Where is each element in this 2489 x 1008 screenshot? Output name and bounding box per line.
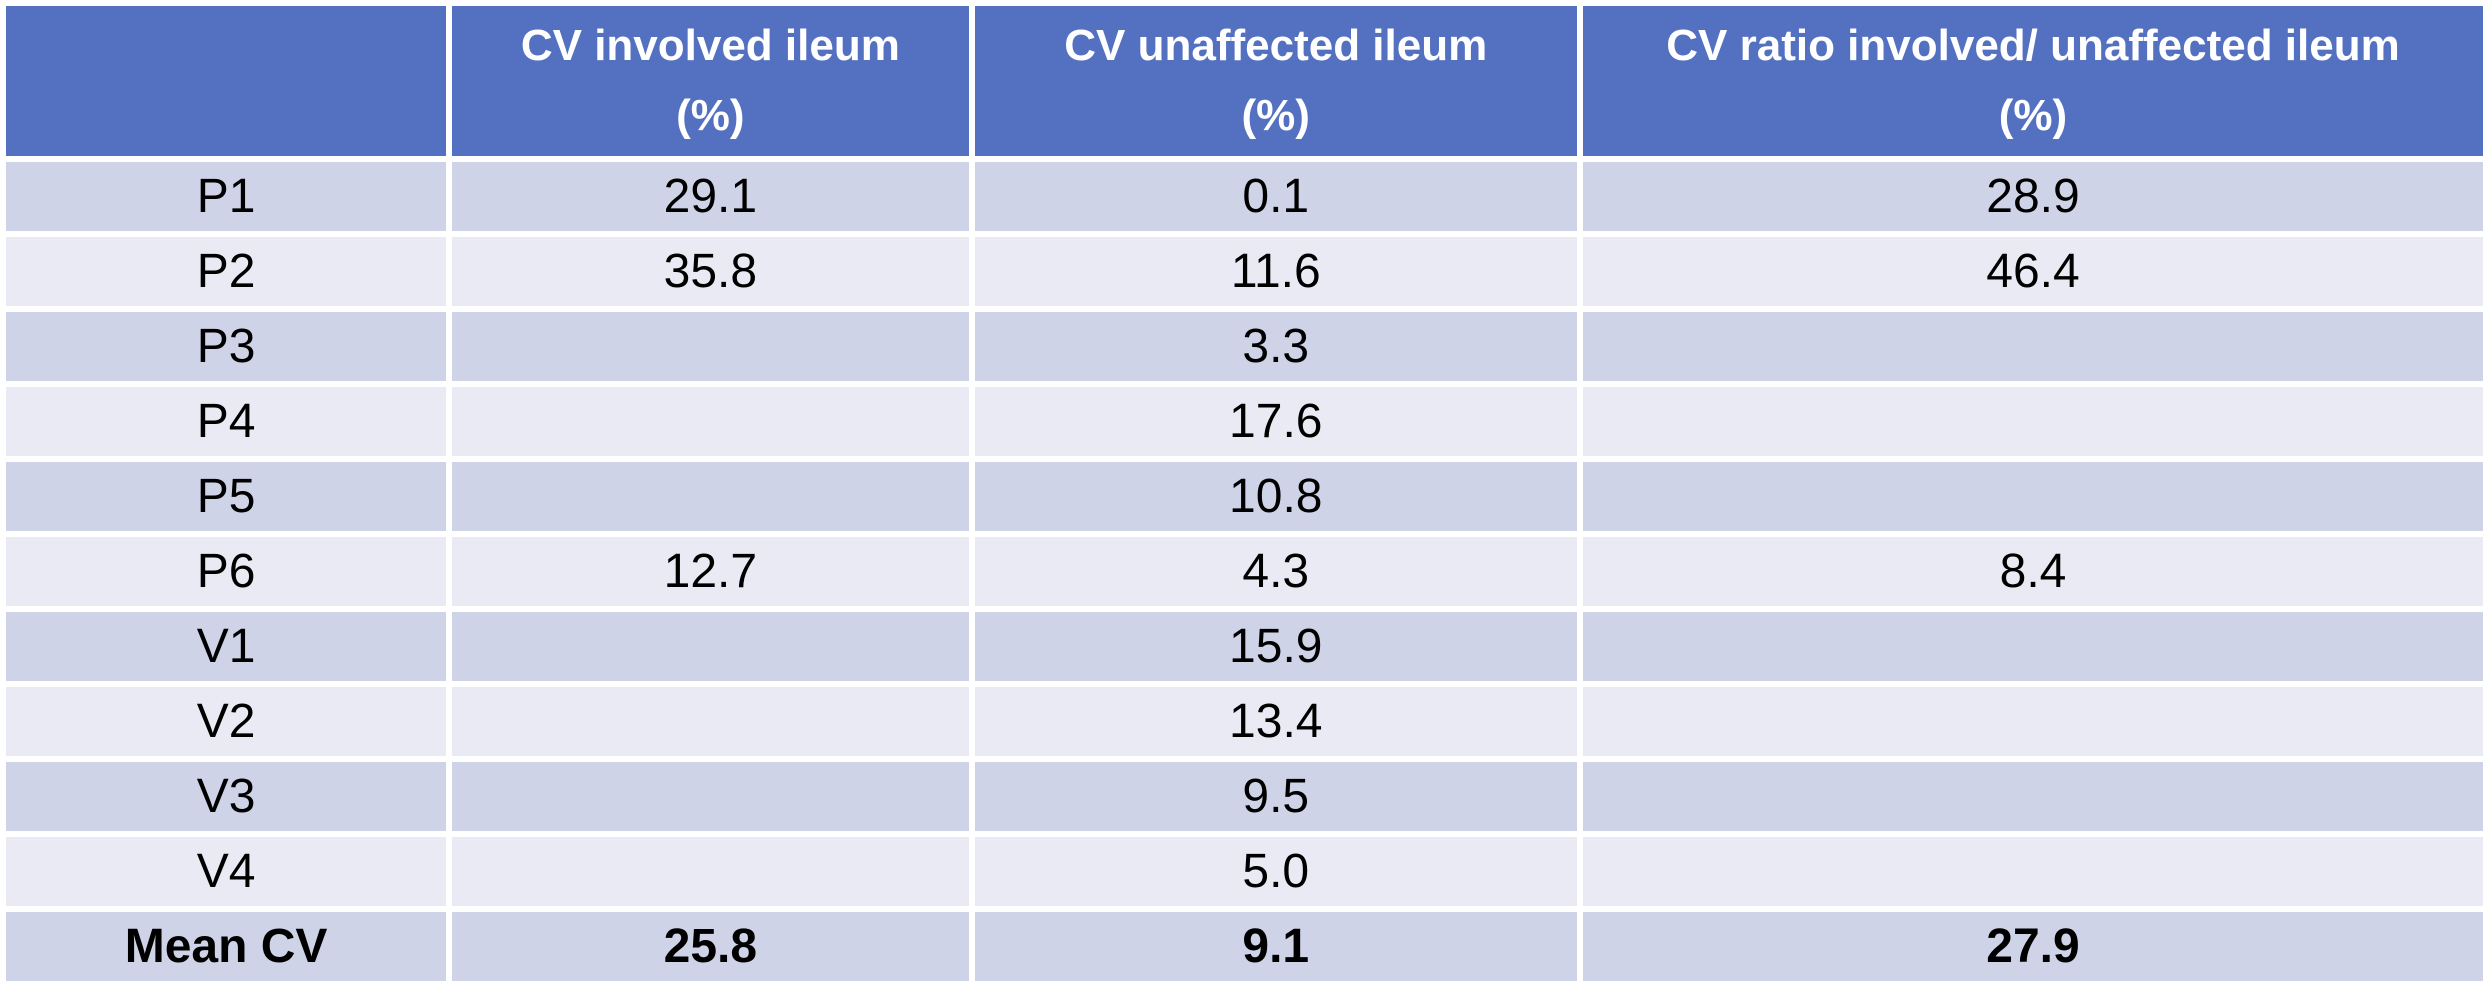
- cell-value: 9.1: [974, 912, 1577, 981]
- cell-value: [452, 612, 969, 681]
- row-label: V4: [6, 837, 447, 906]
- cell-value: 8.4: [1582, 537, 2483, 606]
- cell-value: 9.5: [974, 762, 1577, 831]
- row-label: P5: [6, 462, 447, 531]
- table-row-v4: V4 5.0: [6, 837, 2483, 906]
- row-label: V1: [6, 612, 447, 681]
- cell-value: [1582, 687, 2483, 756]
- header-line2: (%): [1998, 91, 2068, 140]
- row-label: P2: [6, 237, 447, 306]
- column-header-cv-involved: CV involved ileum (%): [452, 6, 969, 156]
- cell-value: 35.8: [452, 237, 969, 306]
- header-line1: CV unaffected ileum: [1064, 21, 1488, 70]
- cell-value: 46.4: [1582, 237, 2483, 306]
- cell-value: [452, 312, 969, 381]
- cell-value: 17.6: [974, 387, 1577, 456]
- table-row-v1: V1 15.9: [6, 612, 2483, 681]
- cv-data-table: CV involved ileum (%) CV unaffected ileu…: [6, 6, 2483, 981]
- row-label: P3: [6, 312, 447, 381]
- row-label: V3: [6, 762, 447, 831]
- cell-value: 4.3: [974, 537, 1577, 606]
- cell-value: [452, 762, 969, 831]
- table-row-v2: V2 13.4: [6, 687, 2483, 756]
- table-row-mean-cv: Mean CV 25.8 9.1 27.9: [6, 912, 2483, 981]
- cell-value: 0.1: [974, 162, 1577, 231]
- row-label: P4: [6, 387, 447, 456]
- header-line1: CV involved ileum: [520, 21, 900, 70]
- row-label: Mean CV: [6, 912, 447, 981]
- table-row-p3: P3 3.3: [6, 312, 2483, 381]
- table-row-p2: P2 35.8 11.6 46.4: [6, 237, 2483, 306]
- cell-value: 12.7: [452, 537, 969, 606]
- column-header-empty: [6, 6, 447, 156]
- cell-value: [452, 837, 969, 906]
- cell-value: 25.8: [452, 912, 969, 981]
- cell-value: 29.1: [452, 162, 969, 231]
- cell-value: 13.4: [974, 687, 1577, 756]
- table-header: CV involved ileum (%) CV unaffected ileu…: [6, 6, 2483, 156]
- table-row-p6: P6 12.7 4.3 8.4: [6, 537, 2483, 606]
- table-row-v3: V3 9.5: [6, 762, 2483, 831]
- column-header-cv-ratio: CV ratio involved/ unaffected ileum (%): [1582, 6, 2483, 156]
- cell-value: [1582, 837, 2483, 906]
- cell-value: 28.9: [1582, 162, 2483, 231]
- column-header-cv-unaffected: CV unaffected ileum (%): [974, 6, 1577, 156]
- header-line2: (%): [1241, 91, 1310, 140]
- row-label: P6: [6, 537, 447, 606]
- cell-value: 10.8: [974, 462, 1577, 531]
- cell-value: [452, 687, 969, 756]
- row-label: P1: [6, 162, 447, 231]
- table-row-p5: P5 10.8: [6, 462, 2483, 531]
- header-line1: CV ratio involved/ unaffected ileum: [1666, 21, 2400, 70]
- cell-value: 11.6: [974, 237, 1577, 306]
- cell-value: [1582, 762, 2483, 831]
- table-row-p4: P4 17.6: [6, 387, 2483, 456]
- cell-value: [1582, 387, 2483, 456]
- header-row: CV involved ileum (%) CV unaffected ileu…: [6, 6, 2483, 156]
- cell-value: [452, 462, 969, 531]
- cell-value: 27.9: [1582, 912, 2483, 981]
- cell-value: 15.9: [974, 612, 1577, 681]
- cell-value: [1582, 612, 2483, 681]
- row-label: V2: [6, 687, 447, 756]
- header-line2: (%): [676, 91, 745, 140]
- cell-value: 3.3: [974, 312, 1577, 381]
- cell-value: [1582, 312, 2483, 381]
- table-row-p1: P1 29.1 0.1 28.9: [6, 162, 2483, 231]
- table-body: P1 29.1 0.1 28.9 P2 35.8 11.6 46.4 P3 3.…: [6, 162, 2483, 981]
- cell-value: [452, 387, 969, 456]
- cell-value: [1582, 462, 2483, 531]
- cell-value: 5.0: [974, 837, 1577, 906]
